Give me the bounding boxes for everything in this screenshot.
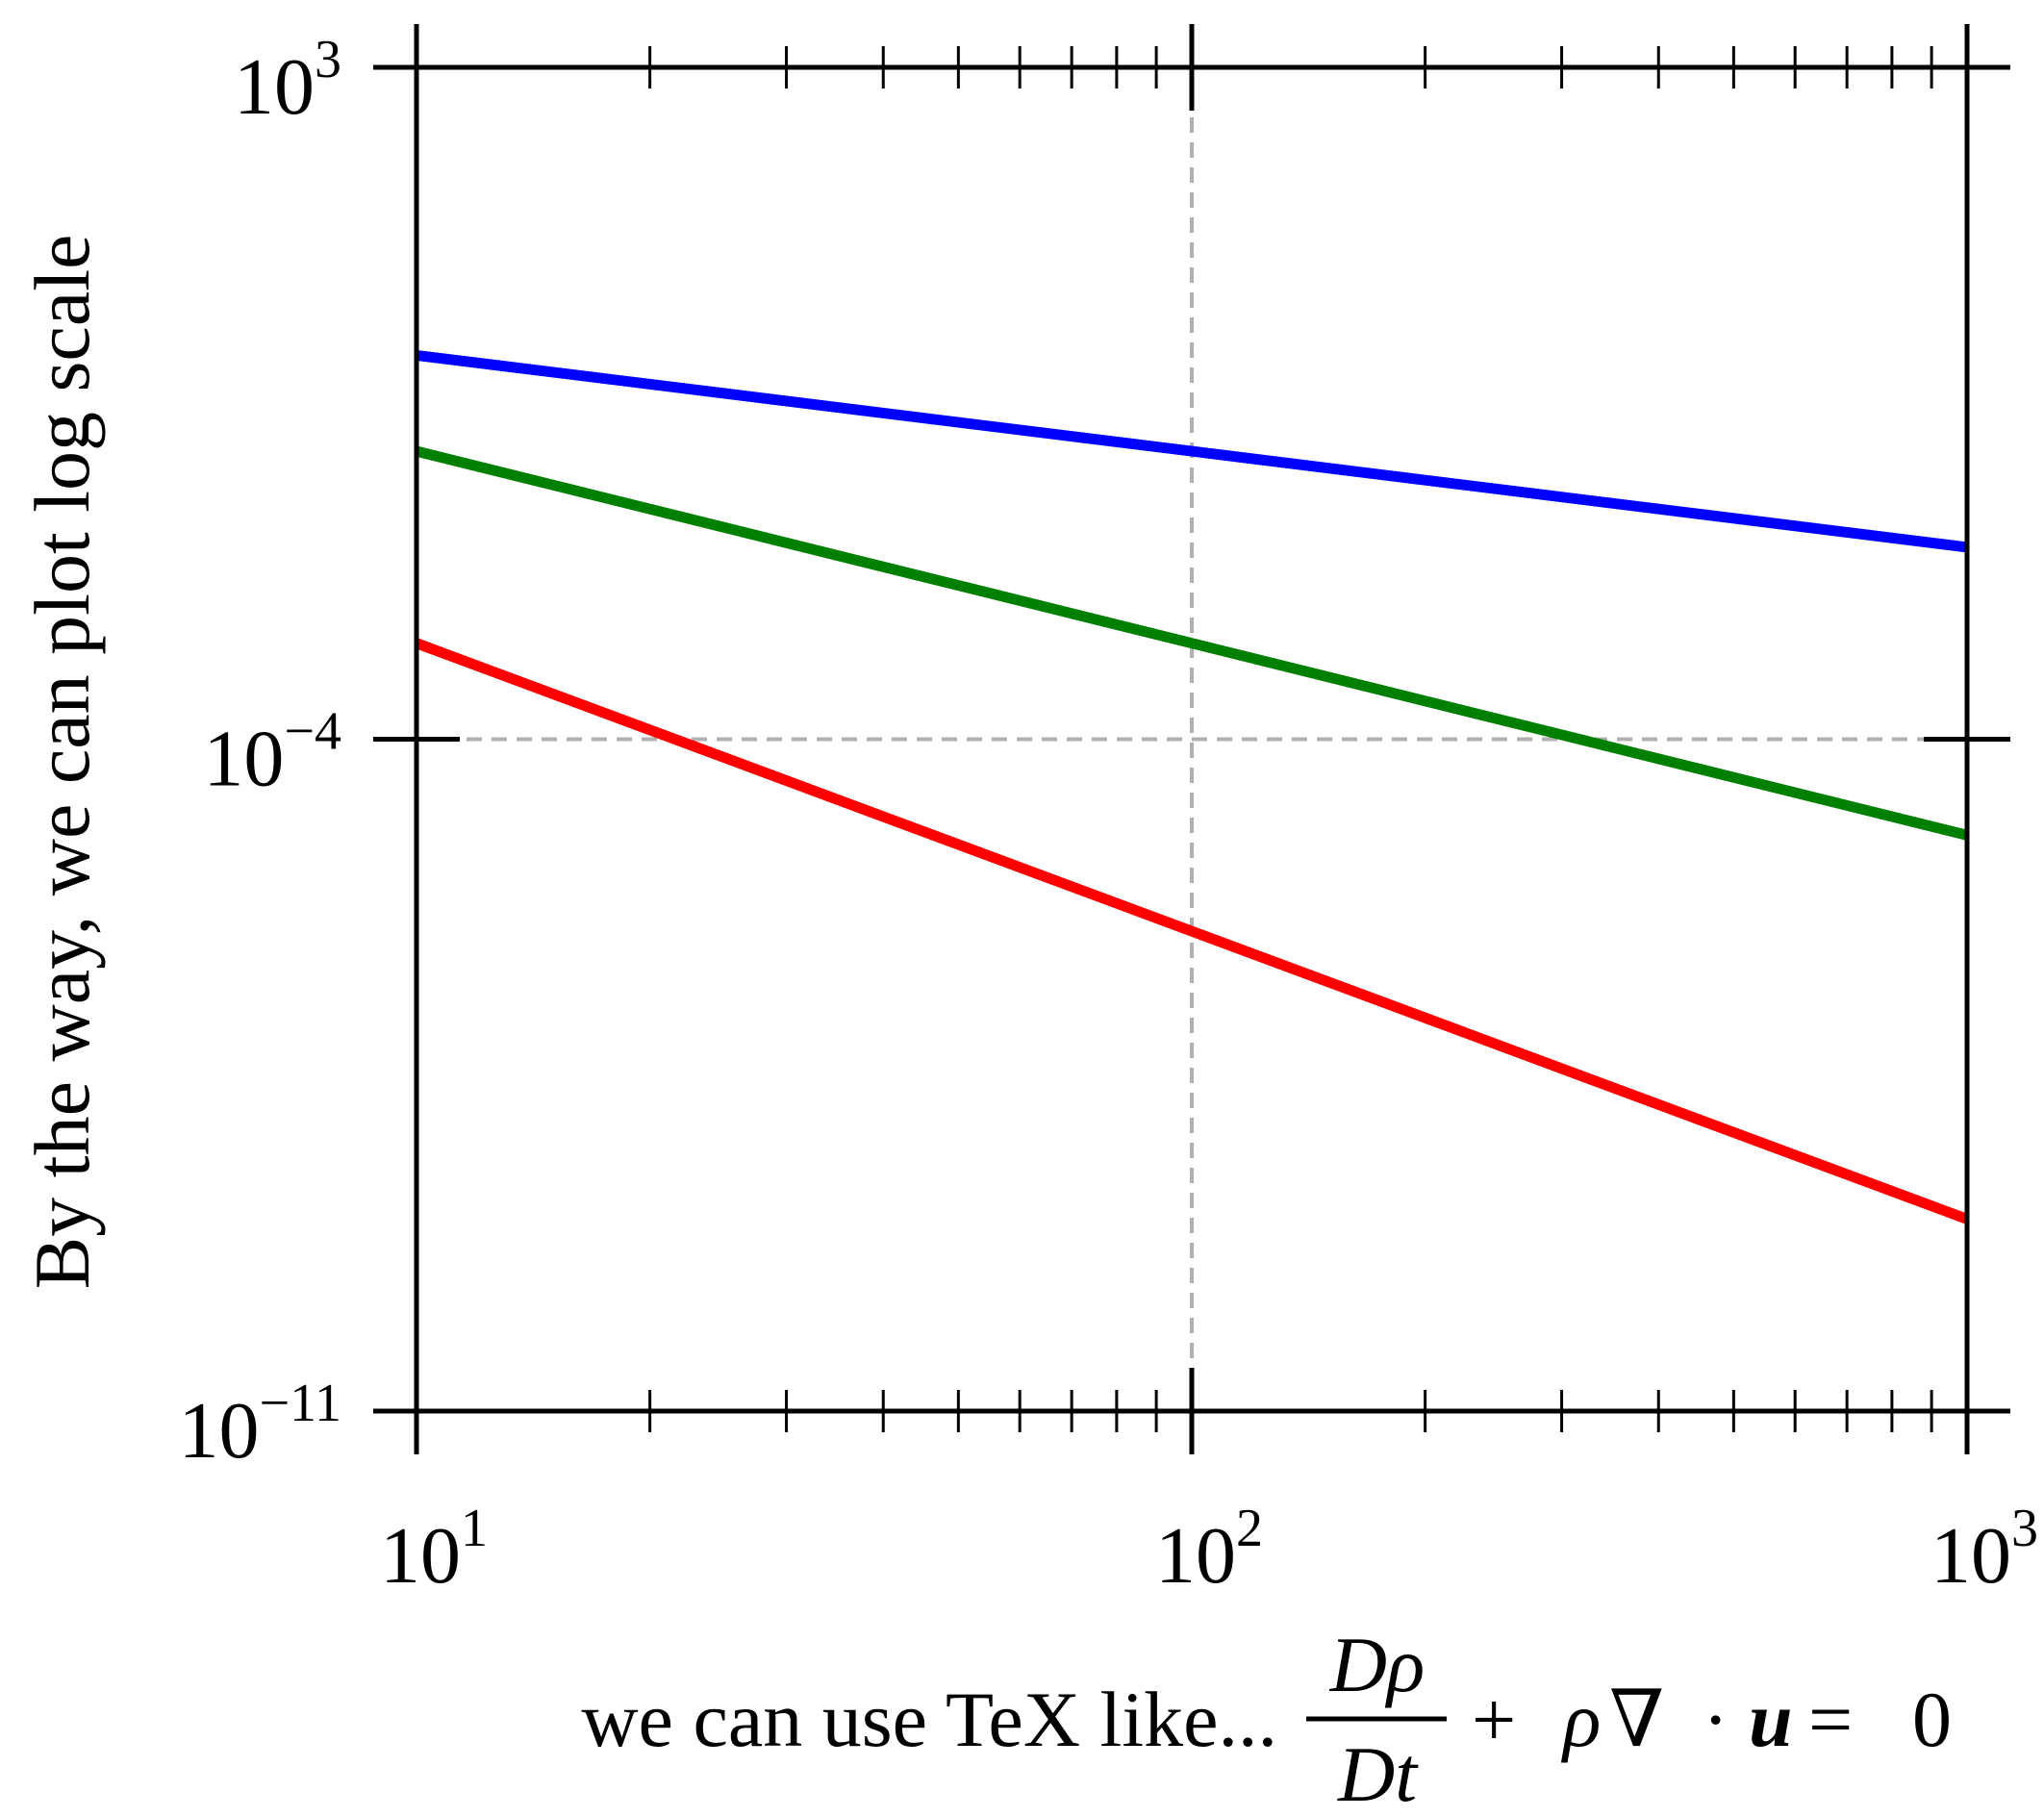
x-axis-label-zero: 0	[1912, 1676, 1952, 1763]
x-axis-label-numerator: Dρ	[1329, 1621, 1426, 1708]
y-tick-label-base: 10	[178, 1386, 259, 1476]
y-tick-label-exponent: −11	[259, 1374, 341, 1433]
x-axis-label: we can use TeX like... Dρ Dt + ρ ∇ · u =…	[581, 1621, 1952, 1817]
series-lines	[415, 349, 1969, 1224]
x-tick-label-base: 10	[1930, 1511, 2011, 1601]
series-line-1	[416, 349, 1968, 553]
x-axis-label-dot: ·	[1703, 1676, 1729, 1763]
series-line-3	[415, 638, 1969, 1224]
x-tick-label-base: 10	[1155, 1511, 1236, 1601]
y-tick-label-exponent: 3	[315, 30, 341, 89]
y-axis-label: By the way, we can plot log scale	[18, 235, 106, 1290]
y-tick-label: 10−4	[203, 702, 341, 804]
x-tick-label-exponent: 3	[2011, 1499, 2038, 1558]
y-tick-label: 10−11	[178, 1374, 341, 1476]
x-axis-label-text: we can use TeX like...	[581, 1676, 1277, 1763]
x-axis-label-denominator: Dt	[1337, 1730, 1419, 1817]
y-tick-label-base: 10	[234, 42, 315, 132]
x-axis-label-u: u	[1749, 1676, 1793, 1763]
series-line-2	[415, 445, 1969, 841]
x-tick-label: 102	[1155, 1499, 1263, 1601]
x-axis-label-rho: ρ	[1560, 1676, 1601, 1763]
x-axis-label-equals: =	[1808, 1676, 1853, 1763]
x-tick-label-exponent: 2	[1236, 1499, 1263, 1558]
x-tick-label-exponent: 1	[461, 1499, 488, 1558]
x-tick-label: 103	[1930, 1499, 2038, 1601]
x-tick-label: 101	[380, 1499, 488, 1601]
y-tick-label-exponent: −4	[284, 702, 341, 762]
y-tick-label: 103	[234, 30, 341, 132]
x-tick-label-base: 10	[380, 1511, 461, 1601]
x-axis-label-nabla: ∇	[1609, 1676, 1664, 1763]
x-axis-label-plus: +	[1472, 1676, 1516, 1763]
y-tick-label-base: 10	[203, 715, 284, 804]
tick-marks	[373, 24, 2010, 1454]
